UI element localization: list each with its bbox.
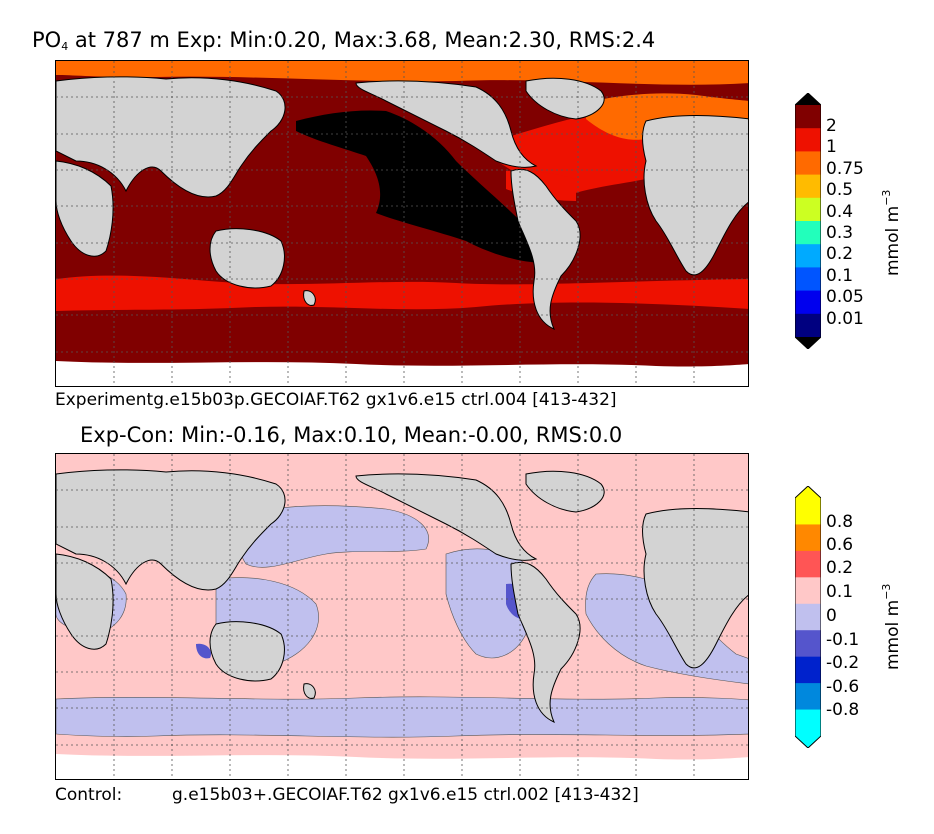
bottom-antarctic xyxy=(56,754,748,779)
colorbar-swatch xyxy=(795,151,821,176)
colorbar-swatch xyxy=(795,656,821,684)
bottom-gridlines xyxy=(56,454,748,779)
top-antarctic xyxy=(56,361,748,386)
colorbar-swatch xyxy=(795,197,821,222)
bottom-colorbar-tick: 0.1 xyxy=(826,582,854,602)
colorbar-swatch xyxy=(795,603,821,631)
bottom-colorbar-tick: 0.6 xyxy=(826,535,854,555)
colorbar-under-arrow xyxy=(795,736,821,748)
colorbar-swatch xyxy=(795,524,821,552)
bottom-map-caption-left: Control: xyxy=(55,785,123,805)
bottom-colorbar-tick: -0.6 xyxy=(826,677,860,697)
top-colorbar-tick: 0.05 xyxy=(826,287,864,307)
colorbar-over-arrow xyxy=(795,93,821,105)
colorbar-swatch xyxy=(795,290,821,315)
colorbar-swatch xyxy=(795,683,821,711)
bottom-colorbar-tick: 0 xyxy=(826,606,837,626)
colorbar-swatch xyxy=(795,267,821,292)
bottom-colorbar-tick: 0.8 xyxy=(826,512,854,532)
colorbar-swatch xyxy=(795,105,821,129)
top-pacific-oxygen-min xyxy=(296,110,556,263)
colorbar-swatch xyxy=(795,709,821,737)
top-colorbar-tick: 0.01 xyxy=(826,309,864,329)
top-map-title: PO4 at 787 m Exp: Min:0.20, Max:3.68, Me… xyxy=(32,28,656,53)
top-map-caption: Experimentg.e15b03p.GECOIAF.T62 gx1v6.e1… xyxy=(55,390,617,410)
top-land xyxy=(56,76,748,330)
bottom-colorbar-tick: 0.2 xyxy=(826,558,854,578)
top-map xyxy=(55,60,749,387)
bottom-colorbar-tick: -0.1 xyxy=(826,630,860,650)
top-gridlines xyxy=(56,61,748,386)
colorbar-swatch xyxy=(795,550,821,578)
colorbar-swatch xyxy=(795,244,821,268)
top-colorbar-tick: 2 xyxy=(826,116,837,136)
top-colorbar-tick: 0.4 xyxy=(826,202,854,222)
top-colorbar-tick: 0.5 xyxy=(826,180,854,200)
top-colorbar-tick: 0.75 xyxy=(826,159,864,179)
colorbar-over-arrow xyxy=(795,486,821,498)
bottom-colorbar-tick: -0.8 xyxy=(826,700,860,720)
colorbar-swatch xyxy=(795,313,821,338)
top-colorbar-tick: 1 xyxy=(826,137,837,157)
top-colorbar-tick: 0.2 xyxy=(826,244,854,264)
bottom-map-caption-right: g.e15b03+.GECOIAF.T62 gx1v6.e15 ctrl.002… xyxy=(172,785,639,805)
colorbar-swatch xyxy=(795,577,821,605)
top-colorbar-unit: mmol m−3 xyxy=(880,189,903,276)
colorbar-swatch xyxy=(795,221,821,245)
top-colorbar-tick: 0.1 xyxy=(826,266,854,286)
colorbar-swatch xyxy=(795,174,821,199)
bottom-colorbar-unit: mmol m−3 xyxy=(880,583,903,670)
bottom-land xyxy=(56,469,748,723)
bottom-map xyxy=(55,453,749,780)
colorbar-under-arrow xyxy=(795,337,821,349)
colorbar-swatch xyxy=(795,128,821,152)
top-colorbar xyxy=(795,93,821,349)
top-arctic xyxy=(56,61,748,85)
colorbar-swatch xyxy=(795,630,821,658)
top-colorbar-tick: 0.3 xyxy=(826,223,854,243)
bottom-map-title: Exp-Con: Min:-0.16, Max:0.10, Mean:-0.00… xyxy=(80,423,623,447)
colorbar-swatch xyxy=(795,498,821,525)
bottom-colorbar-tick: -0.2 xyxy=(826,653,860,673)
top-southern-band xyxy=(56,275,748,311)
bottom-colorbar xyxy=(795,486,821,748)
